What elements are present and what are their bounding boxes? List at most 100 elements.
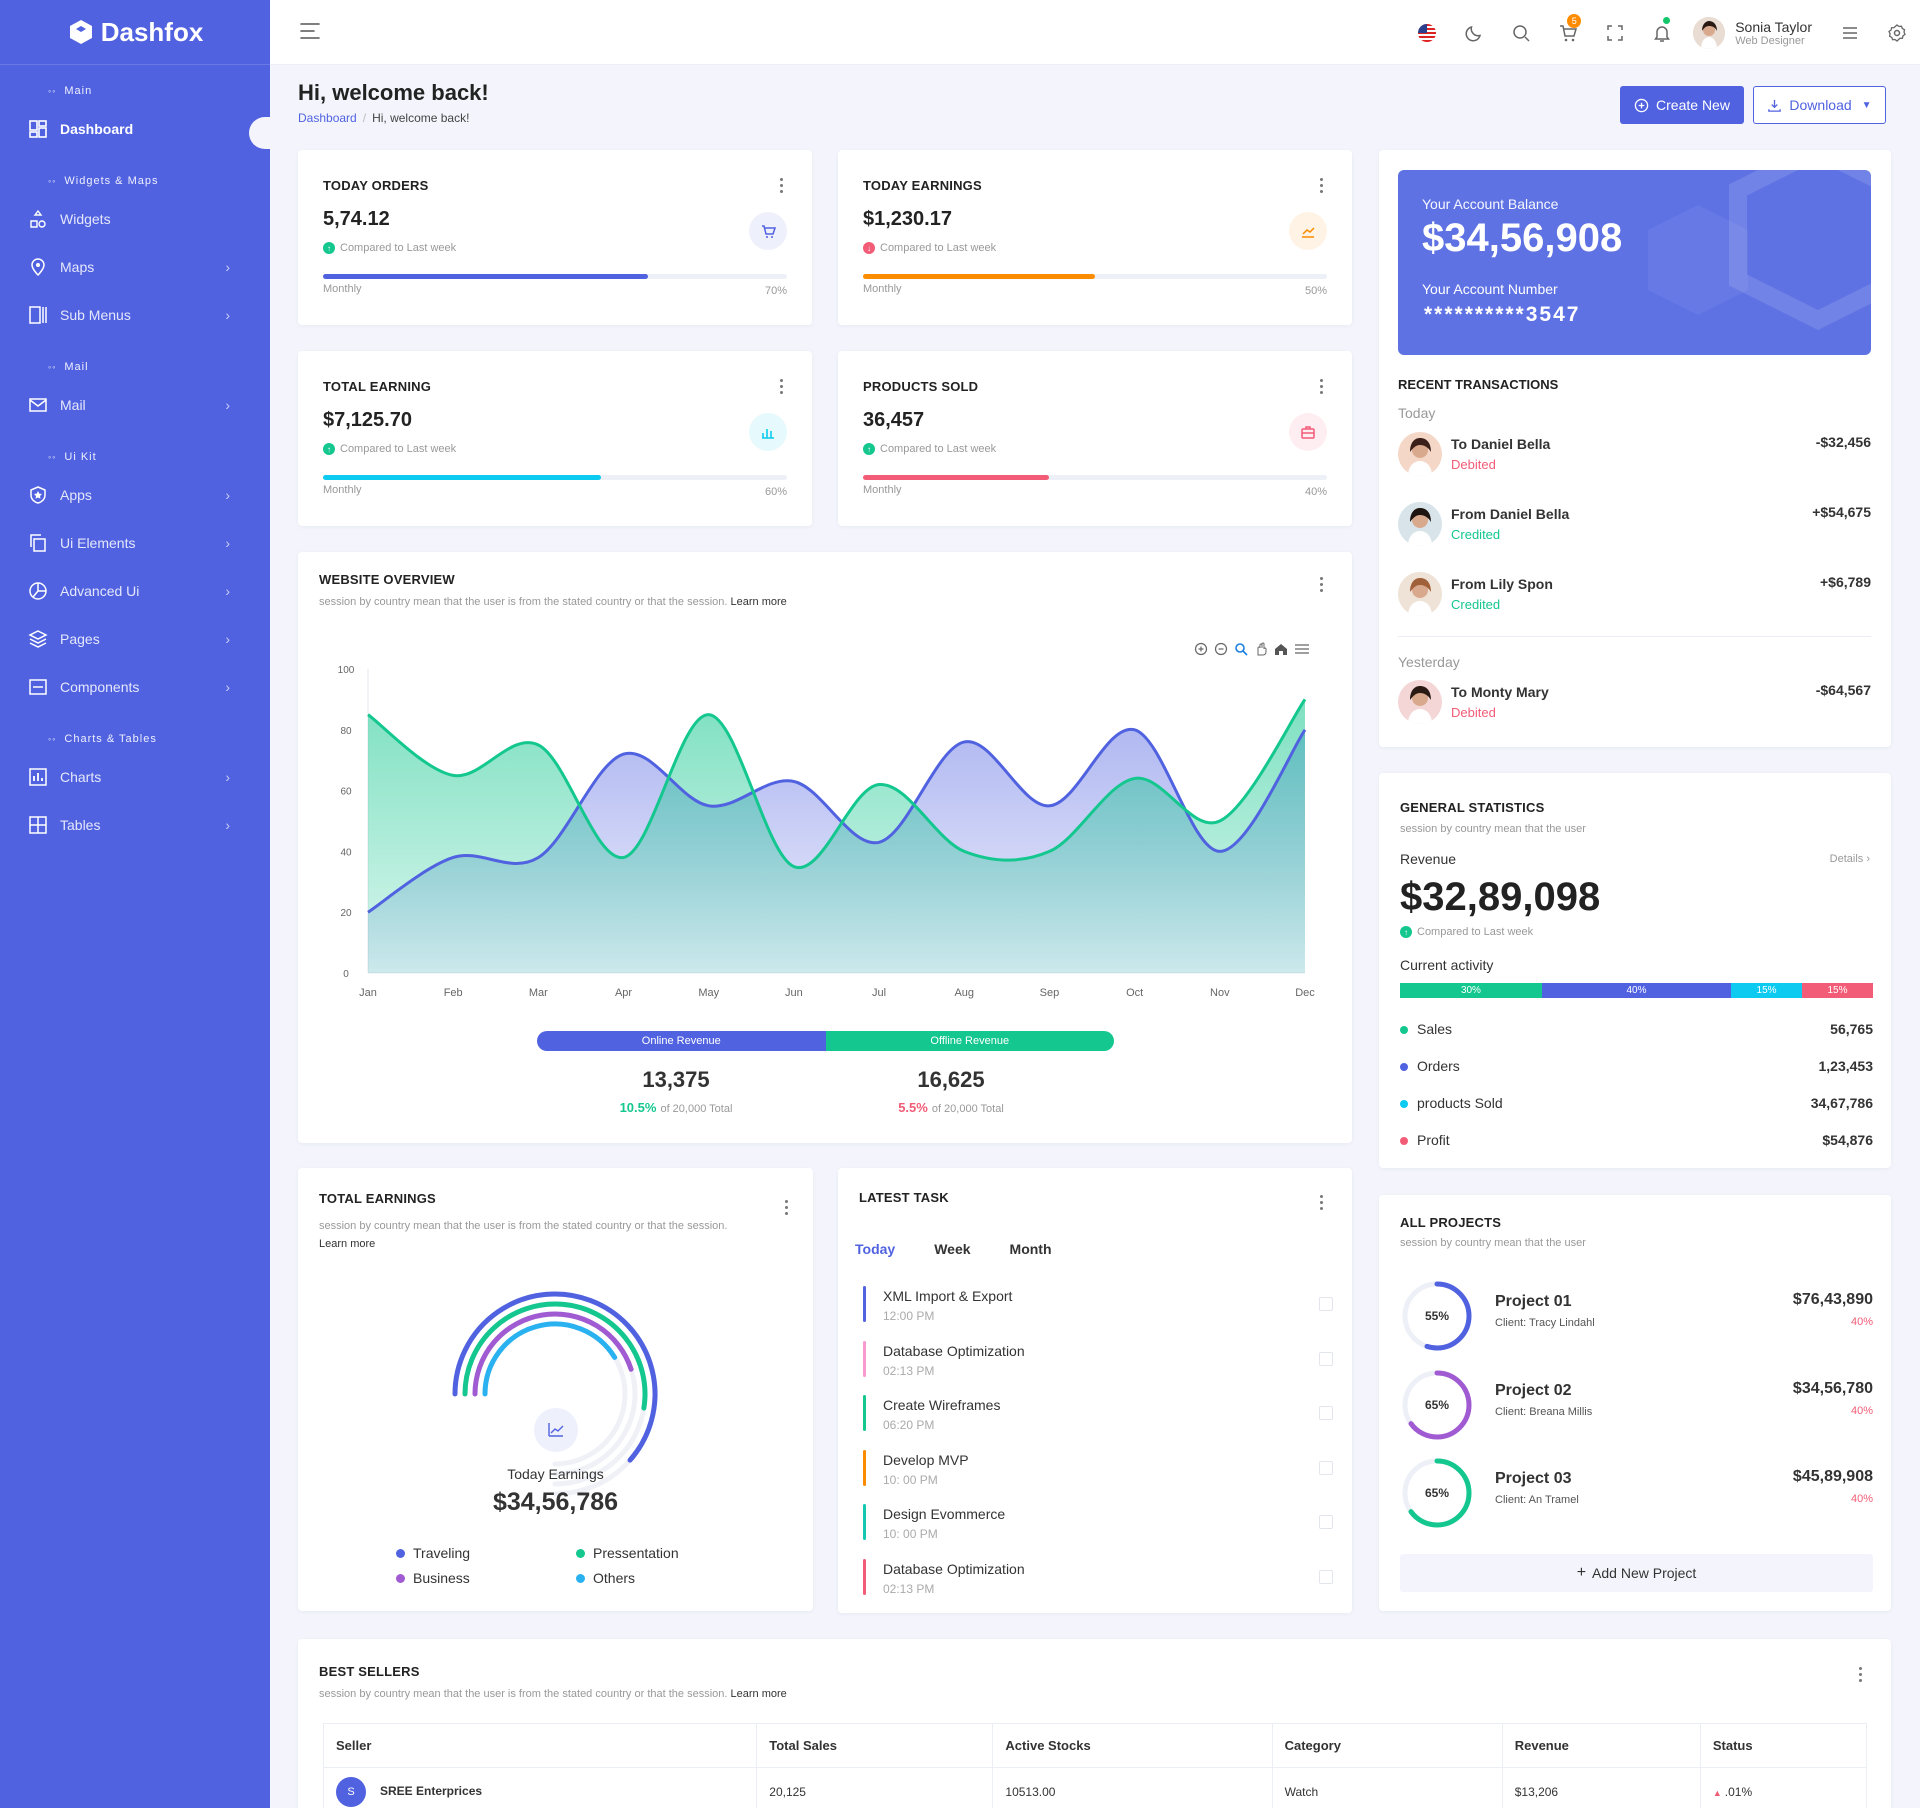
activity-segment: 15% bbox=[1802, 983, 1873, 998]
project-row[interactable]: 65% Project 03 Client: An Tramel $45,89,908… bbox=[1400, 1456, 1873, 1532]
menu-toggle-icon[interactable] bbox=[300, 22, 320, 40]
sidebar-item-advanced-ui[interactable]: Advanced Ui › bbox=[0, 567, 270, 615]
stat-menu-icon[interactable] bbox=[780, 178, 784, 196]
language-button[interactable] bbox=[1403, 0, 1450, 65]
details-link[interactable]: Details › bbox=[1829, 853, 1870, 865]
zoom-in-icon[interactable] bbox=[1194, 642, 1208, 656]
x-tick-label: Mar bbox=[529, 987, 548, 999]
zoom-out-icon[interactable] bbox=[1214, 642, 1228, 656]
project-row[interactable]: 65% Project 02 Client: Breana Millis $34,56… bbox=[1400, 1368, 1873, 1444]
sellers-title: BEST SELLERS bbox=[319, 1664, 420, 1679]
task-checkbox[interactable] bbox=[1319, 1297, 1333, 1311]
task-checkbox[interactable] bbox=[1319, 1460, 1333, 1475]
transaction-row[interactable]: To Monty Mary Debited -$64,567 bbox=[1398, 680, 1871, 730]
task-time: 02:13 PM bbox=[883, 1363, 935, 1378]
earnings-learn-more[interactable]: Learn more bbox=[319, 1238, 376, 1250]
theme-toggle-button[interactable] bbox=[1450, 0, 1497, 65]
overview-menu-icon[interactable] bbox=[1320, 577, 1324, 595]
download-button[interactable]: Download ▼ bbox=[1753, 86, 1886, 124]
earnings-menu-icon[interactable] bbox=[785, 1200, 789, 1218]
project-row[interactable]: 55% Project 01 Client: Tracy Lindahl $76,43… bbox=[1400, 1279, 1873, 1355]
chevron-right-icon: › bbox=[225, 397, 230, 413]
transaction-row[interactable]: From Lily Spon Credited +$6,789 bbox=[1398, 572, 1871, 622]
stat-card-products-sold: PRODUCTS SOLD 36,457 ↑ Compared to Last wee… bbox=[838, 351, 1352, 526]
transaction-row[interactable]: To Daniel Bella Debited -$32,456 bbox=[1398, 432, 1871, 482]
bar-chart-icon bbox=[29, 768, 47, 786]
pan-hand-icon[interactable] bbox=[1254, 642, 1268, 656]
page-title: Hi, welcome back! bbox=[298, 80, 489, 105]
total-earnings-card: TOTAL EARNINGS session by country mean t… bbox=[298, 1168, 813, 1611]
apps-icon bbox=[30, 486, 46, 504]
sellers-menu-icon[interactable] bbox=[1859, 1667, 1863, 1685]
series-line-1 bbox=[367, 698, 1307, 870]
settings-button[interactable] bbox=[1873, 0, 1920, 65]
table-header-row: Seller Total Sales Active Stocks Category Re… bbox=[322, 1723, 1868, 1768]
x-tick-label: Oct bbox=[1126, 987, 1143, 999]
offline-revenue-sub: 5.5% of 20,000 Total bbox=[851, 1100, 1051, 1115]
x-tick-label: Aug bbox=[954, 987, 974, 999]
transaction-row[interactable]: From Daniel Bella Credited +$54,675 bbox=[1398, 502, 1871, 552]
sidebar-item-dashboard[interactable]: Dashboard bbox=[0, 105, 270, 153]
notifications-button[interactable] bbox=[1638, 0, 1685, 65]
transaction-name: From Daniel Bella bbox=[1451, 506, 1570, 522]
cart-button[interactable]: 5 bbox=[1544, 0, 1591, 65]
sidebar-item-charts[interactable]: Charts › bbox=[0, 753, 270, 801]
user-profile[interactable]: Sonia Taylor Web Designer bbox=[1693, 16, 1812, 49]
tab-week[interactable]: Week bbox=[934, 1241, 971, 1257]
offline-pct: 5.5% bbox=[898, 1100, 928, 1115]
chevron-right-icon: › bbox=[225, 583, 230, 599]
sidebar-item-mail[interactable]: Mail › bbox=[0, 381, 270, 429]
sidebar-category: ◦◦ Mail bbox=[0, 361, 270, 373]
stat-menu-icon[interactable] bbox=[1320, 178, 1324, 196]
task-color-bar bbox=[863, 1504, 866, 1540]
sidebar-item-apps[interactable]: Apps › bbox=[0, 471, 270, 519]
stat-menu-icon[interactable] bbox=[1320, 379, 1324, 397]
trend-up-icon: ↑ bbox=[323, 443, 335, 455]
transactions-divider bbox=[1398, 636, 1871, 637]
task-item: Develop MVP 10: 00 PM bbox=[863, 1449, 1343, 1488]
sidebar-right-button[interactable] bbox=[1826, 0, 1873, 65]
sidebar-item-components[interactable]: Components › bbox=[0, 663, 270, 711]
chart-menu-icon[interactable] bbox=[1294, 642, 1310, 656]
transaction-status: Credited bbox=[1451, 527, 1501, 542]
transaction-status: Debited bbox=[1451, 457, 1496, 472]
table-icon bbox=[29, 816, 47, 834]
magnifier-icon[interactable] bbox=[1234, 642, 1248, 656]
task-checkbox[interactable] bbox=[1319, 1406, 1333, 1420]
legend-name: Orders bbox=[1417, 1058, 1460, 1074]
task-checkbox[interactable] bbox=[1319, 1569, 1333, 1584]
overview-learn-more[interactable]: Learn more bbox=[730, 596, 787, 608]
legend-name: Sales bbox=[1417, 1021, 1453, 1037]
stat-value: $1,230.17 bbox=[863, 208, 952, 230]
sidebar-item-widgets[interactable]: Widgets bbox=[0, 195, 270, 243]
copy-icon bbox=[30, 534, 46, 552]
stat-progress-bar bbox=[863, 274, 1327, 279]
add-project-button[interactable]: + Add New Project bbox=[1400, 1554, 1873, 1592]
sidebar-item-maps[interactable]: Maps › bbox=[0, 243, 270, 291]
tab-month[interactable]: Month bbox=[1009, 1241, 1052, 1257]
sidebar-category-label: Charts & Tables bbox=[64, 733, 157, 745]
earnings-chart-icon bbox=[534, 1408, 578, 1452]
sellers-desc-text: session by country mean that the user is… bbox=[319, 1688, 728, 1700]
online-pct: 10.5% bbox=[619, 1100, 657, 1115]
task-checkbox[interactable] bbox=[1319, 1515, 1333, 1529]
fullscreen-button[interactable] bbox=[1591, 0, 1638, 65]
home-icon[interactable] bbox=[1274, 642, 1288, 656]
legend-dot-icon bbox=[396, 1549, 405, 1558]
stat-progress-fill bbox=[863, 274, 1095, 279]
search-button[interactable] bbox=[1497, 0, 1544, 65]
create-new-button[interactable]: Create New bbox=[1620, 86, 1744, 124]
sidebar-item-tables[interactable]: Tables › bbox=[0, 801, 270, 849]
sidebar-item-pages[interactable]: Pages › bbox=[0, 615, 270, 663]
stat-menu-icon[interactable] bbox=[780, 379, 784, 397]
breadcrumb-link[interactable]: Dashboard bbox=[298, 111, 357, 125]
sidebar-item-sub-menus[interactable]: Sub Menus › bbox=[0, 291, 270, 339]
tab-today[interactable]: Today bbox=[855, 1241, 896, 1257]
brand-logo[interactable]: Dashfox bbox=[0, 0, 270, 65]
sidebar-item-ui-elements[interactable]: Ui Elements › bbox=[0, 519, 270, 567]
tasks-menu-icon[interactable] bbox=[1320, 1195, 1324, 1213]
sellers-learn-more[interactable]: Learn more bbox=[730, 1688, 787, 1700]
account-balance-panel: Your Account Balance $34,56,908 Your Acc… bbox=[1398, 170, 1871, 355]
task-checkbox[interactable] bbox=[1319, 1351, 1333, 1366]
fullscreen-icon bbox=[1606, 24, 1623, 41]
